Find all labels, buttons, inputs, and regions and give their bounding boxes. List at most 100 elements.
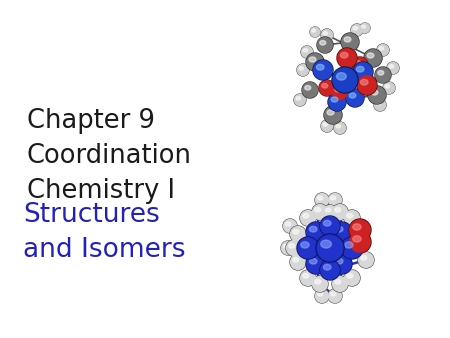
Ellipse shape — [292, 258, 299, 262]
Ellipse shape — [345, 242, 353, 248]
Circle shape — [315, 194, 328, 207]
Ellipse shape — [327, 110, 334, 115]
Circle shape — [378, 45, 388, 55]
Ellipse shape — [285, 222, 291, 226]
Circle shape — [352, 57, 368, 73]
Ellipse shape — [337, 73, 347, 80]
Circle shape — [287, 241, 302, 256]
Ellipse shape — [353, 224, 361, 230]
Circle shape — [320, 260, 340, 280]
Ellipse shape — [385, 84, 390, 88]
Circle shape — [328, 290, 342, 303]
Ellipse shape — [305, 86, 311, 90]
Circle shape — [364, 50, 381, 66]
Circle shape — [351, 24, 363, 36]
Ellipse shape — [379, 47, 383, 50]
Circle shape — [376, 68, 390, 82]
Ellipse shape — [353, 236, 361, 242]
Circle shape — [317, 235, 343, 261]
Ellipse shape — [322, 83, 328, 88]
Circle shape — [281, 241, 295, 255]
Ellipse shape — [331, 97, 338, 102]
Circle shape — [321, 217, 339, 235]
Circle shape — [383, 82, 395, 94]
Circle shape — [333, 276, 347, 291]
Circle shape — [321, 120, 333, 131]
Circle shape — [313, 204, 327, 219]
Circle shape — [319, 80, 335, 96]
Ellipse shape — [315, 208, 321, 212]
Circle shape — [324, 106, 342, 124]
Circle shape — [320, 81, 334, 95]
Circle shape — [341, 237, 363, 259]
Ellipse shape — [292, 230, 299, 234]
Ellipse shape — [335, 208, 341, 212]
Circle shape — [301, 271, 315, 285]
Circle shape — [291, 255, 306, 269]
Circle shape — [364, 49, 382, 67]
Circle shape — [360, 23, 370, 33]
Ellipse shape — [353, 27, 358, 30]
Ellipse shape — [376, 102, 381, 105]
Ellipse shape — [349, 93, 356, 98]
Circle shape — [377, 44, 389, 56]
Circle shape — [332, 222, 352, 242]
Ellipse shape — [321, 240, 331, 248]
Circle shape — [350, 220, 370, 240]
Ellipse shape — [316, 64, 324, 70]
Circle shape — [358, 76, 376, 94]
Circle shape — [306, 254, 326, 274]
Circle shape — [302, 47, 312, 57]
Circle shape — [302, 82, 318, 98]
Circle shape — [342, 238, 362, 258]
Circle shape — [294, 95, 306, 105]
Circle shape — [334, 122, 346, 134]
Ellipse shape — [346, 214, 353, 218]
Ellipse shape — [330, 292, 336, 296]
Circle shape — [300, 270, 316, 286]
Circle shape — [337, 48, 357, 68]
Circle shape — [282, 242, 294, 255]
Circle shape — [323, 205, 337, 219]
Circle shape — [338, 49, 356, 67]
Ellipse shape — [310, 226, 317, 232]
Circle shape — [313, 60, 333, 80]
Circle shape — [345, 271, 360, 285]
Circle shape — [387, 62, 399, 74]
Circle shape — [332, 84, 348, 100]
Circle shape — [328, 289, 342, 303]
Circle shape — [332, 276, 348, 292]
Circle shape — [300, 210, 316, 226]
Circle shape — [315, 290, 328, 303]
Circle shape — [290, 254, 306, 270]
Circle shape — [284, 220, 297, 233]
Circle shape — [317, 37, 333, 53]
Ellipse shape — [335, 226, 343, 232]
Circle shape — [328, 193, 342, 207]
Ellipse shape — [336, 125, 341, 128]
Circle shape — [345, 211, 360, 225]
Circle shape — [325, 107, 341, 123]
Circle shape — [315, 193, 329, 207]
Circle shape — [307, 223, 325, 241]
Circle shape — [297, 237, 319, 259]
Circle shape — [290, 226, 306, 242]
Circle shape — [316, 234, 344, 262]
Circle shape — [314, 61, 332, 79]
Ellipse shape — [323, 123, 328, 126]
Ellipse shape — [303, 273, 309, 278]
Ellipse shape — [303, 214, 309, 218]
Circle shape — [374, 99, 386, 111]
Ellipse shape — [315, 280, 321, 284]
Circle shape — [368, 86, 386, 104]
Ellipse shape — [371, 90, 378, 95]
Circle shape — [306, 222, 326, 242]
Ellipse shape — [303, 49, 308, 52]
Circle shape — [349, 219, 371, 241]
Circle shape — [333, 84, 347, 99]
Circle shape — [321, 120, 333, 132]
Ellipse shape — [309, 57, 316, 62]
Circle shape — [357, 75, 377, 95]
Circle shape — [291, 227, 306, 241]
Ellipse shape — [317, 292, 323, 296]
